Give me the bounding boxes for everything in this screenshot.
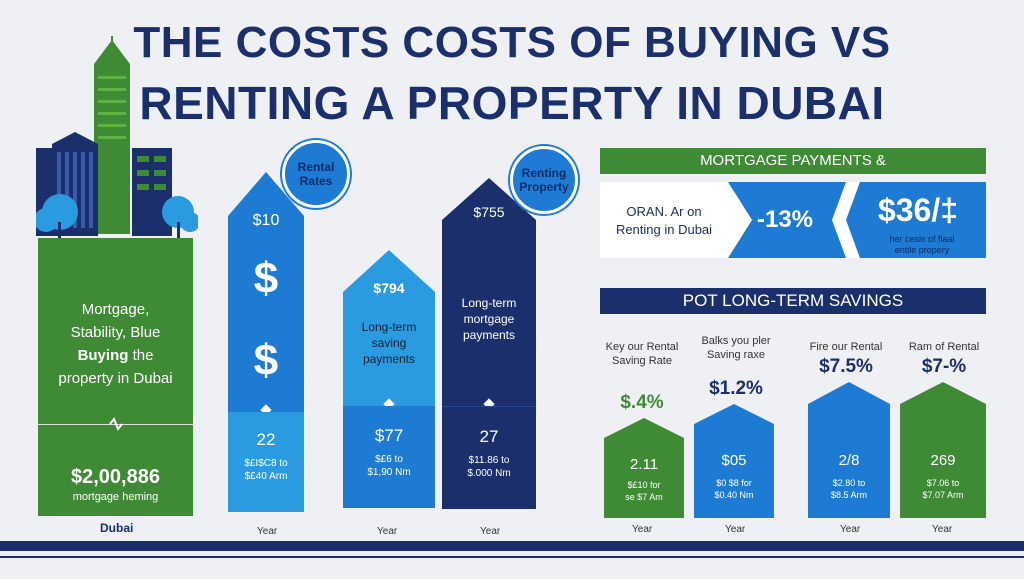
savings-col-2-bar: $05 $0 $8 for $0.40 Nm — [694, 404, 774, 518]
mortgage-text-1: Long-term — [461, 296, 517, 310]
year-label: Year — [377, 526, 398, 537]
saving-big-value: $77 — [374, 426, 404, 445]
year-label: Year — [840, 524, 861, 535]
mortgage-pct: -13% — [756, 206, 814, 233]
mortgage-note-1: her cesis of fiaal — [889, 234, 955, 244]
savings-col-1-label-2: Saving Rate — [612, 355, 672, 367]
buying-text-2: Stability, Blue — [70, 324, 161, 341]
buying-sub-value: mortgage heming — [72, 491, 159, 503]
savings-col-3-label-1: Fire our Rental — [809, 341, 883, 353]
long-term-savings-banner: POT LONG-TERM SAVINGS — [600, 288, 986, 314]
buying-text-bold: Buying — [77, 347, 129, 364]
buying-total-value: $2,00,886 — [71, 466, 160, 488]
savings-col-2-pct: $1.2% — [709, 378, 763, 399]
savings-col-1-pct: $.4% — [620, 392, 664, 413]
mortgage-sub-1: $11.86 to — [468, 455, 510, 466]
savings-col-2-label: Balks you pler Saving raxe — [690, 334, 782, 362]
savings-col-2-label-1: Balks you pler — [701, 335, 771, 347]
city-skyline-illustration — [36, 36, 198, 238]
mortgage-top-value: $755 — [473, 204, 505, 220]
renting-property-badge: Renting Property — [510, 146, 578, 214]
savings-col-4-label-1: Ram of Rental — [908, 341, 980, 353]
saving-text-2: saving — [371, 336, 407, 350]
dubai-label: Dubai — [100, 521, 134, 535]
year-label: Year — [480, 526, 501, 537]
arrow-chevron-icon — [726, 182, 752, 258]
rental-top-value: $10 — [252, 212, 280, 229]
mortgage-big-value: 27 — [479, 427, 499, 446]
savings-col-4-sub-1: $7.06 to — [926, 478, 960, 488]
buying-description: Mortgage, Stability, Blue Buying the pro… — [44, 298, 187, 390]
savings-col-3-label: Fire our Rental — [800, 340, 892, 354]
savings-col-1-bar: 2.11 $£10 for se $7 Am — [604, 418, 684, 518]
badge-1-line-1: Rental — [297, 160, 335, 174]
buying-text-3: the — [128, 347, 154, 364]
savings-col-2-sub-1: $0 $8 for — [716, 478, 752, 488]
mortgage-text-3: payments — [462, 328, 516, 342]
year-label: Year — [257, 526, 278, 537]
buying-column: Mortgage, Stability, Blue Buying the pro… — [38, 238, 193, 516]
footer-line — [0, 556, 1024, 558]
dollar-icon-1: $ — [253, 254, 279, 303]
rental-rates-badge: Rental Rates — [282, 140, 350, 208]
mortgage-sub-2: $.000 Nm — [467, 468, 511, 479]
rental-rates-column: $10 $ $ 22 $£I$C8 to $£40 Arm — [228, 172, 304, 512]
savings-col-3-sub-1: $2.80 to — [832, 478, 866, 488]
year-label: Year — [632, 524, 653, 535]
mortgage-amount: $36/‡ — [877, 192, 959, 228]
savings-col-2-big: $05 — [721, 452, 747, 469]
title-line-1: THE COSTS COSTS OF BUYING VS — [133, 18, 891, 67]
mortgage-text-2: mortgage — [463, 312, 515, 326]
savings-col-4-label: Ram of Rental — [898, 340, 990, 354]
mortgage-payments-column: $755 Long-term mortgage payments 27 $11.… — [442, 178, 536, 509]
saving-top-value: $794 — [373, 280, 405, 296]
savings-col-2-label-2: Saving raxe — [706, 349, 766, 361]
dollar-icon-2: $ — [253, 336, 279, 385]
arrow-chevron-icon — [832, 182, 860, 258]
mortgage-payments-panel: ORAN. Ar on Renting in Dubai -13% $36/‡ … — [600, 182, 986, 258]
renting-info-box: ORAN. Ar on Renting in Dubai — [600, 182, 728, 258]
zigzag-icon — [109, 417, 123, 431]
saving-sub-1: $£6 to — [375, 454, 403, 465]
savings-col-3-pct: $7.5% — [819, 356, 873, 377]
badge-2-line-2: Property — [519, 180, 569, 194]
savings-col-1-big: 2.11 — [629, 456, 659, 473]
rental-sub-1: $£I$C8 to — [244, 458, 288, 469]
saving-sub-2: $1,90 Nm — [367, 467, 411, 478]
rental-sub-2: $£40 Arm — [244, 471, 288, 482]
savings-col-4-big: 269 — [930, 452, 956, 469]
rental-big-value: 22 — [256, 430, 276, 449]
year-label: Year — [932, 524, 953, 535]
long-term-saving-column: $794 Long-term saving payments $77 $£6 t… — [343, 250, 435, 508]
savings-col-3-sub-2: $8.5 Arm — [830, 490, 868, 500]
savings-col-1-sub-2: se $7 Am — [625, 492, 663, 502]
savings-col-3-big: 2/8 — [838, 452, 860, 469]
footer-bar — [0, 541, 1024, 551]
buying-text-4: property in Dubai — [58, 370, 173, 387]
mortgage-payments-banner: MORTGAGE PAYMENTS & — [600, 148, 986, 174]
savings-col-1-label-1: Key our Rental — [605, 341, 679, 353]
badge-1-line-2: Rates — [299, 174, 333, 188]
savings-col-4-sub-2: $7.07 Arm — [922, 490, 964, 500]
savings-col-1-sub-1: $£10 for — [627, 480, 661, 490]
savings-col-4-pct: $7-% — [921, 356, 967, 377]
mortgage-note-2: entile propery — [894, 245, 950, 255]
buying-text-1: Mortgage, — [81, 301, 150, 318]
savings-col-4-bar: 269 $7.06 to $7.07 Arm — [900, 382, 986, 518]
renting-info-line-2: Renting in Dubai — [615, 222, 713, 237]
badge-2-line-1: Renting — [521, 166, 567, 180]
renting-info-line-1: ORAN. Ar on — [626, 204, 702, 219]
saving-text-3: payments — [362, 352, 416, 366]
savings-col-2-sub-2: $0.40 Nm — [714, 490, 754, 500]
year-label: Year — [725, 524, 746, 535]
saving-text-1: Long-term — [361, 320, 417, 334]
savings-col-3-bar: 2/8 $2.80 to $8.5 Arm — [808, 382, 890, 518]
title-line-2: RENTING A PROPERTY IN DUBAI — [139, 77, 885, 129]
savings-col-1-label: Key our Rental Saving Rate — [596, 340, 688, 368]
